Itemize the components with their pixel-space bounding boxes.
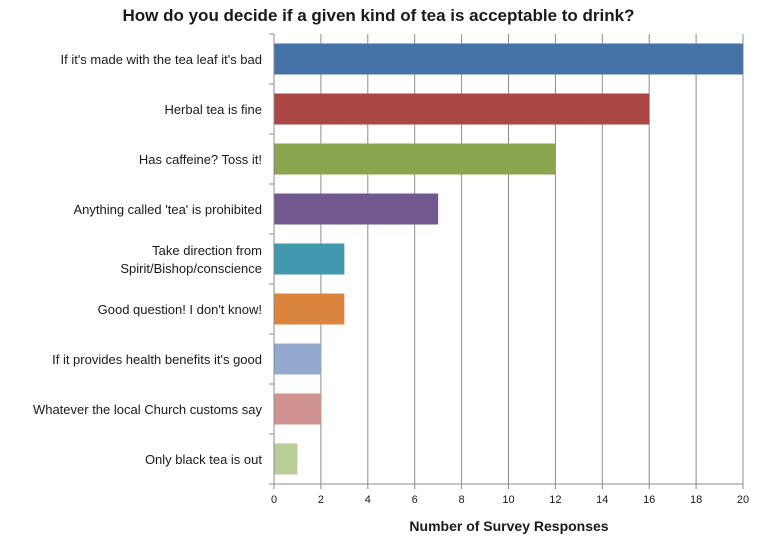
bar: [274, 193, 439, 225]
category-label: Take direction from Spirit/Bishop/conscie…: [120, 243, 262, 276]
category-label-line: Has caffeine? Toss it!: [139, 152, 262, 167]
bar: [274, 293, 345, 325]
x-tick-label: 12: [549, 494, 561, 506]
x-tick-label: 0: [271, 494, 277, 506]
bar: [274, 243, 345, 275]
category-label: Has caffeine? Toss it!: [139, 152, 262, 167]
x-axis-title: Number of Survey Responses: [409, 518, 609, 534]
bar: [274, 343, 321, 375]
bar: [274, 443, 298, 475]
category-label: If it provides health benefits it's good: [52, 352, 262, 367]
category-label: Whatever the local Church customs say: [33, 402, 263, 417]
x-tick-label: 14: [596, 494, 608, 506]
x-tick-label: 4: [365, 494, 371, 506]
category-label: Good question! I don't know!: [98, 302, 262, 317]
category-label-line: If it provides health benefits it's good: [52, 352, 262, 367]
category-label-line: Whatever the local Church customs say: [33, 402, 263, 417]
category-label-line: Herbal tea is fine: [164, 102, 262, 117]
bar: [274, 43, 743, 75]
category-label: Herbal tea is fine: [164, 102, 262, 117]
bar: [274, 143, 556, 175]
category-label-line: Take direction from: [152, 243, 262, 258]
x-tick-label: 20: [737, 494, 749, 506]
bar: [274, 93, 650, 125]
category-label-line: Only black tea is out: [145, 452, 262, 467]
x-tick-label: 2: [318, 494, 324, 506]
category-label-line: Spirit/Bishop/conscience: [120, 261, 262, 276]
category-label: If it's made with the tea leaf it's bad: [60, 52, 262, 67]
category-label-line: If it's made with the tea leaf it's bad: [60, 52, 262, 67]
category-label: Only black tea is out: [145, 452, 262, 467]
x-tick-label: 16: [643, 494, 655, 506]
x-tick-label: 8: [459, 494, 465, 506]
x-tick-label: 18: [690, 494, 702, 506]
category-label: Anything called 'tea' is prohibited: [73, 202, 262, 217]
bar: [274, 393, 321, 425]
category-label-line: Good question! I don't know!: [98, 302, 262, 317]
x-tick-label: 10: [502, 494, 514, 506]
category-label-line: Anything called 'tea' is prohibited: [73, 202, 262, 217]
x-tick-label: 6: [412, 494, 418, 506]
chart-title: How do you decide if a given kind of tea…: [122, 6, 635, 25]
